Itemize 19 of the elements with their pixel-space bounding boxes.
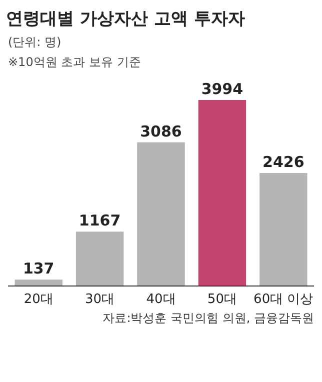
data-label: 137	[22, 260, 54, 278]
text: ※10억원 초과 보유 기준	[8, 55, 141, 69]
chart-title: 연령대별 가상자산 고액 투자자	[6, 9, 245, 29]
data-label: 3086	[140, 122, 182, 140]
bar	[198, 100, 246, 286]
x-tick-label: 60대 이상	[254, 292, 314, 307]
text: 자료:박성훈 국민의힘 의원, 금융감독원	[102, 311, 314, 325]
chart-subtitle: (단위: 명)	[8, 35, 62, 49]
bar	[137, 142, 185, 286]
data-label: 3994	[201, 80, 244, 98]
bar	[76, 232, 124, 286]
data-label: 2426	[262, 153, 304, 172]
x-tick-label: 20대	[24, 292, 54, 307]
x-tick-label: 50대	[207, 292, 237, 307]
bar	[260, 173, 308, 286]
data-label: 1167	[78, 212, 121, 230]
x-tick-label: 30대	[85, 292, 115, 307]
x-tick-label: 40대	[146, 292, 176, 307]
bar	[14, 280, 62, 286]
